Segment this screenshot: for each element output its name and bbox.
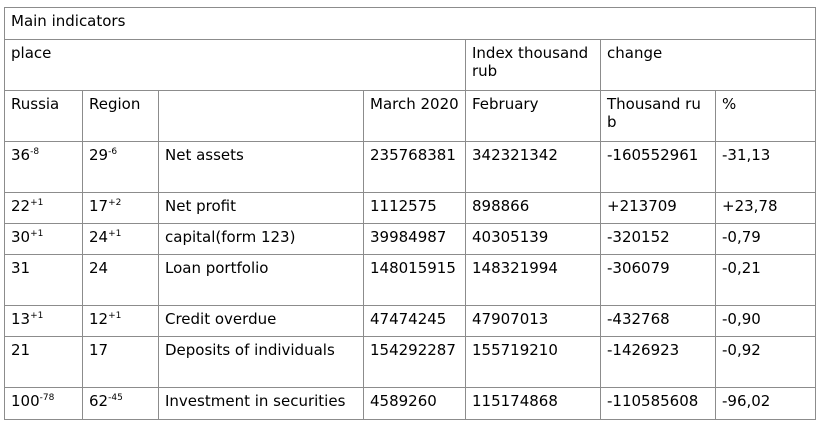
russia-rank: 30+1 xyxy=(4,223,83,255)
russia-rank: 36-8 xyxy=(4,141,83,193)
table-row: 31 24 Loan portfolio 148015915 148321994… xyxy=(4,254,817,306)
february-value: 155719210 xyxy=(465,336,601,388)
region-rank-delta: +2 xyxy=(108,198,122,208)
percent-value: -31,13 xyxy=(714,141,817,193)
russia-rank: 100-78 xyxy=(4,387,83,420)
russia-rank-delta: +1 xyxy=(30,311,44,321)
table-row: 22+1 17+2 Net profit 1112575 898866 +213… xyxy=(4,192,817,224)
table-title: Main indicators xyxy=(3,7,817,40)
region-rank-delta: +1 xyxy=(108,229,122,239)
indicator-name: Deposits of individuals xyxy=(158,336,364,388)
header-row: place Index thousand rub change xyxy=(4,39,817,91)
region-rank: 24+1 xyxy=(82,223,159,255)
indicator-name: capital(form 123) xyxy=(158,223,364,255)
place-header: place xyxy=(4,39,466,91)
february-value: 342321342 xyxy=(465,141,601,193)
russia-header: Russia xyxy=(4,90,83,142)
percent-value: -0,92 xyxy=(714,336,817,388)
indicator-name: Net assets xyxy=(158,141,364,193)
region-rank-delta: +1 xyxy=(108,311,122,321)
change-value: -110585608 xyxy=(600,387,716,420)
february-value: 148321994 xyxy=(465,254,601,306)
russia-rank: 13+1 xyxy=(4,305,83,337)
region-rank: 62-45 xyxy=(82,387,159,420)
name-header xyxy=(158,90,364,142)
table-row: 36-8 29-6 Net assets 235768381 342321342… xyxy=(4,141,817,193)
march-value: 4589260 xyxy=(363,387,466,420)
change-value: -1426923 xyxy=(600,336,716,388)
russia-rank: 22+1 xyxy=(4,192,83,224)
russia-rank-delta: -8 xyxy=(30,147,40,157)
region-rank: 24 xyxy=(82,254,159,306)
march-value: 47474245 xyxy=(363,305,466,337)
indicator-name: Credit overdue xyxy=(158,305,364,337)
change-value: -306079 xyxy=(600,254,716,306)
march-value: 235768381 xyxy=(363,141,466,193)
title-row: Main indicators xyxy=(3,7,817,40)
change-header: change xyxy=(599,39,817,91)
russia-rank: 21 xyxy=(4,336,83,388)
region-rank-delta: -45 xyxy=(108,393,123,403)
table-row: 21 17 Deposits of individuals 154292287 … xyxy=(4,336,817,388)
percent-value: +23,78 xyxy=(714,192,817,224)
region-rank: 17 xyxy=(82,336,159,388)
change-value: -320152 xyxy=(600,223,716,255)
russia-rank-delta: +1 xyxy=(30,229,44,239)
indicator-name: Loan portfolio xyxy=(158,254,364,306)
february-header: February xyxy=(465,90,601,142)
change-value: -432768 xyxy=(600,305,716,337)
february-value: 47907013 xyxy=(465,305,601,337)
february-value: 898866 xyxy=(465,192,601,224)
percent-header: % xyxy=(714,90,817,142)
march-value: 148015915 xyxy=(363,254,466,306)
table-row: 30+1 24+1 capital(form 123) 39984987 403… xyxy=(4,223,817,255)
march-header: March 2020 xyxy=(363,90,466,142)
table-row: 13+1 12+1 Credit overdue 47474245 479070… xyxy=(4,305,817,337)
february-value: 115174868 xyxy=(465,387,601,420)
march-value: 1112575 xyxy=(363,192,466,224)
indicator-name: Net profit xyxy=(158,192,364,224)
indicator-name: Investment in securities xyxy=(158,387,364,420)
percent-value: -0,79 xyxy=(714,223,817,255)
change-value: +213709 xyxy=(600,192,716,224)
change-value: -160552961 xyxy=(600,141,716,193)
region-rank: 29-6 xyxy=(82,141,159,193)
subheader-row: Russia Region March 2020 February Thousa… xyxy=(4,90,817,142)
february-value: 40305139 xyxy=(465,223,601,255)
russia-rank-delta: -78 xyxy=(39,393,55,403)
thousand-rub-header: Thousand rub xyxy=(600,90,716,142)
percent-value: -0,90 xyxy=(714,305,817,337)
region-rank-delta: -6 xyxy=(108,147,118,157)
percent-value: -0,21 xyxy=(714,254,817,306)
russia-rank: 31 xyxy=(4,254,83,306)
table-row: 100-78 62-45 Investment in securities 45… xyxy=(4,387,817,420)
region-rank: 12+1 xyxy=(82,305,159,337)
region-header: Region xyxy=(82,90,159,142)
march-value: 154292287 xyxy=(363,336,466,388)
march-value: 39984987 xyxy=(363,223,466,255)
percent-value: -96,02 xyxy=(714,387,817,420)
index-header: Index thousand rub xyxy=(465,39,601,91)
russia-rank-delta: +1 xyxy=(30,198,44,208)
region-rank: 17+2 xyxy=(82,192,159,224)
main-indicators-table: Main indicators place Index thousand rub… xyxy=(3,7,817,420)
